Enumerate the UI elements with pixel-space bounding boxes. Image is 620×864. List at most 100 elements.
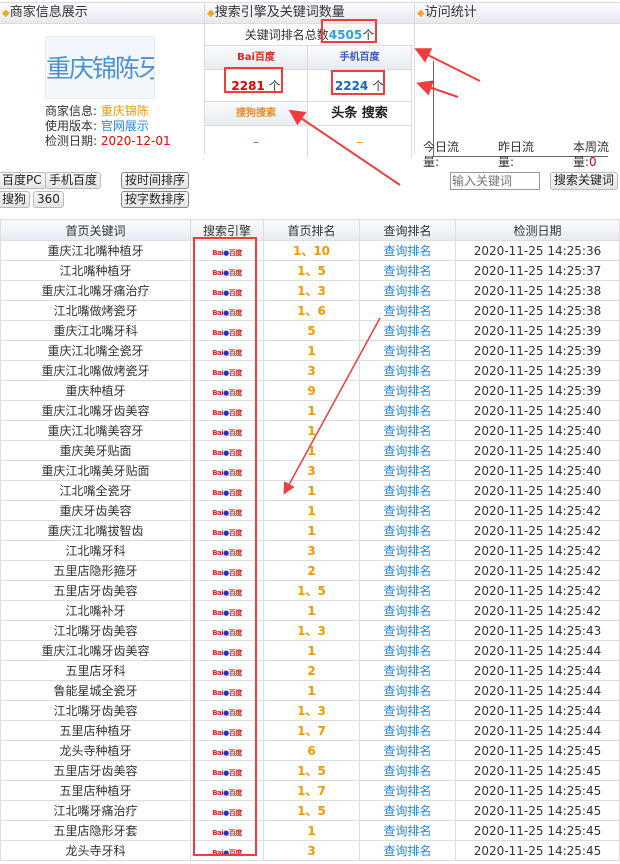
baidu-logo-icon: Bai●百度: [212, 648, 242, 657]
query-rank-link[interactable]: 查询排名: [359, 520, 456, 541]
search-keyword-button[interactable]: 搜索关键词: [550, 172, 619, 190]
query-rank-link[interactable]: 查询排名: [359, 480, 456, 501]
keyword-cell: 重庆江北嘴美容牙: [0, 420, 191, 441]
keyword-cell: 江北嘴做烤瓷牙: [0, 300, 191, 321]
table-row: 龙头寺种植牙 Bai●百度 6 查询排名 2020-11-25 14:25:45: [0, 740, 620, 761]
engine-cell: Bai●百度: [190, 480, 264, 501]
baidu-logo-icon: Bai●百度: [212, 388, 242, 397]
query-rank-link[interactable]: 查询排名: [359, 620, 456, 641]
query-rank-link[interactable]: 查询排名: [359, 360, 456, 381]
query-rank-link[interactable]: 查询排名: [359, 580, 456, 601]
toutiao-value: –: [308, 126, 412, 158]
query-rank-link[interactable]: 查询排名: [359, 700, 456, 721]
rank-cell: 1、7: [263, 780, 360, 801]
table-row: 重庆江北嘴美牙贴面 Bai●百度 3 查询排名 2020-11-25 14:25…: [0, 460, 620, 481]
date-cell: 2020-11-25 14:25:39: [455, 380, 620, 401]
table-row: 江北嘴补牙 Bai●百度 1 查询排名 2020-11-25 14:25:42: [0, 600, 620, 621]
query-rank-link[interactable]: 查询排名: [359, 500, 456, 521]
baidu-logo-icon: Bai●百度: [212, 288, 242, 297]
query-rank-link[interactable]: 查询排名: [359, 460, 456, 481]
query-rank-link[interactable]: 查询排名: [359, 640, 456, 661]
query-rank-link[interactable]: 查询排名: [359, 600, 456, 621]
query-rank-link[interactable]: 查询排名: [359, 840, 456, 861]
rank-cell: 6: [263, 740, 360, 761]
diamond-icon: ◆: [207, 8, 215, 19]
sogou-value: –: [205, 126, 308, 158]
baidu-logo-icon: Bai●百度: [212, 428, 242, 437]
query-rank-link[interactable]: 查询排名: [359, 300, 456, 321]
table-row: 重庆江北嘴种植牙 Bai●百度 1、10 查询排名 2020-11-25 14:…: [0, 240, 620, 261]
query-rank-link[interactable]: 查询排名: [359, 320, 456, 341]
query-rank-link[interactable]: 查询排名: [359, 400, 456, 421]
week-visits: 本周流量:0: [573, 140, 610, 169]
rank-cell: 1: [263, 600, 360, 621]
baidu-logo: Bai百度: [205, 46, 308, 70]
query-rank-link[interactable]: 查询排名: [359, 260, 456, 281]
baidu-logo-icon: Bai●百度: [212, 688, 242, 697]
query-rank-link[interactable]: 查询排名: [359, 720, 456, 741]
keyword-cell: 重庆江北嘴全瓷牙: [0, 340, 191, 361]
rank-cell: 3: [263, 840, 360, 861]
query-rank-link[interactable]: 查询排名: [359, 280, 456, 301]
query-rank-link[interactable]: 查询排名: [359, 240, 456, 261]
rank-cell: 2: [263, 560, 360, 581]
baidu-logo-icon: Bai●百度: [212, 308, 242, 317]
sogou-button[interactable]: 搜狗: [0, 191, 31, 208]
keyword-cell: 江北嘴全瓷牙: [0, 480, 191, 501]
query-rank-link[interactable]: 查询排名: [359, 380, 456, 401]
rank-cell: 1、5: [263, 260, 360, 281]
baidu-logo-icon: Bai●百度: [212, 748, 242, 757]
engine-cell: Bai●百度: [190, 580, 264, 601]
rank-cell: 3: [263, 540, 360, 561]
keyword-total: 关键词排名总数4505个: [205, 24, 414, 46]
baidu-logo-icon: Bai●百度: [212, 468, 242, 477]
date-cell: 2020-11-25 14:25:42: [455, 540, 620, 561]
query-rank-link[interactable]: 查询排名: [359, 340, 456, 361]
date-cell: 2020-11-25 14:25:45: [455, 740, 620, 761]
query-rank-link[interactable]: 查询排名: [359, 680, 456, 701]
keyword-cell: 五里店种植牙: [0, 720, 191, 741]
toutiao-logo: 头条 搜索: [308, 102, 412, 126]
table-row: 五里店隐形箍牙 Bai●百度 2 查询排名 2020-11-25 14:25:4…: [0, 560, 620, 581]
table-row: 重庆江北嘴拔智齿 Bai●百度 1 查询排名 2020-11-25 14:25:…: [0, 520, 620, 541]
query-rank-link[interactable]: 查询排名: [359, 820, 456, 841]
engine-cell: Bai●百度: [190, 560, 264, 581]
baidu-logo-icon: Bai●百度: [212, 668, 242, 677]
keyword-input[interactable]: [450, 172, 540, 190]
date-cell: 2020-11-25 14:25:42: [455, 580, 620, 601]
sort-by-chars-button[interactable]: 按字数排序: [121, 191, 190, 208]
query-rank-link[interactable]: 查询排名: [359, 660, 456, 681]
rank-cell: 1: [263, 420, 360, 441]
table-row: 五里店牙齿美容 Bai●百度 1、5 查询排名 2020-11-25 14:25…: [0, 580, 620, 601]
query-rank-link[interactable]: 查询排名: [359, 800, 456, 821]
table-row: 五里店种植牙 Bai●百度 1、7 查询排名 2020-11-25 14:25:…: [0, 720, 620, 741]
date-cell: 2020-11-25 14:25:44: [455, 680, 620, 701]
date-cell: 2020-11-25 14:25:42: [455, 600, 620, 621]
rank-cell: 5: [263, 320, 360, 341]
visits-chart: [433, 61, 608, 157]
query-rank-link[interactable]: 查询排名: [359, 540, 456, 561]
date-cell: 2020-11-25 14:25:40: [455, 460, 620, 481]
baidu-pc-button[interactable]: 百度PC: [0, 172, 46, 189]
keyword-cell: 江北嘴补牙: [0, 600, 191, 621]
360-button[interactable]: 360: [33, 191, 64, 208]
baidu-logo-icon: Bai●百度: [212, 828, 242, 837]
sort-by-time-button[interactable]: 按时间排序: [121, 172, 190, 189]
engines-header: ◆搜索引擎及关键词数量: [205, 3, 414, 24]
query-rank-link[interactable]: 查询排名: [359, 440, 456, 461]
mobile-baidu-button[interactable]: 手机百度: [45, 172, 102, 189]
rank-cell: 1: [263, 440, 360, 461]
query-rank-link[interactable]: 查询排名: [359, 560, 456, 581]
date-cell: 2020-11-25 14:25:45: [455, 760, 620, 781]
baidu-logo-icon: Bai●百度: [212, 568, 242, 577]
keyword-cell: 重庆江北嘴美牙贴面: [0, 460, 191, 481]
rank-cell: 1: [263, 640, 360, 661]
baidu-logo-icon: Bai●百度: [212, 508, 242, 517]
table-row: 五里店种植牙 Bai●百度 1、7 查询排名 2020-11-25 14:25:…: [0, 780, 620, 801]
query-rank-link[interactable]: 查询排名: [359, 740, 456, 761]
query-rank-link[interactable]: 查询排名: [359, 760, 456, 781]
query-rank-link[interactable]: 查询排名: [359, 420, 456, 441]
query-rank-link[interactable]: 查询排名: [359, 780, 456, 801]
check-date: 检测日期: 2020-12-01: [45, 134, 171, 148]
table-row: 五里店牙科 Bai●百度 2 查询排名 2020-11-25 14:25:44: [0, 660, 620, 681]
